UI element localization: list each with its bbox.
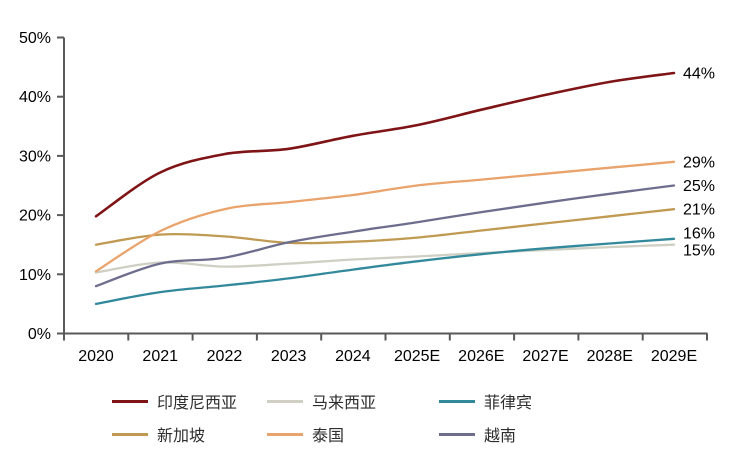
x-axis-label: 2022 bbox=[207, 348, 243, 365]
series-line-philippines bbox=[94, 237, 676, 306]
legend-item-thailand: 泰国 bbox=[267, 423, 439, 445]
y-axis-label: 40% bbox=[19, 89, 51, 106]
x-axis-label: 2025E bbox=[394, 348, 440, 365]
series-end-label-singapore: 21% bbox=[683, 202, 715, 219]
legend-item-singapore: 新加坡 bbox=[112, 423, 267, 445]
legend-label-thailand: 泰国 bbox=[312, 428, 345, 445]
series-end-label-philippines: 16% bbox=[683, 226, 715, 243]
y-axis-label: 20% bbox=[19, 208, 51, 225]
legend-item-malaysia: 马来西亚 bbox=[267, 390, 439, 412]
series-line-indonesia bbox=[94, 71, 676, 218]
x-axis-label: 2023 bbox=[271, 348, 307, 365]
x-axis-label: 2029E bbox=[651, 348, 697, 365]
series-line-malaysia bbox=[94, 243, 676, 274]
y-axis-label: 50% bbox=[19, 30, 51, 47]
series-line-vietnam bbox=[94, 184, 676, 288]
line-chart: 0% 10% 20% 30% 40% 50% 2020 2021 2022 2023 2024 202… bbox=[19, 30, 715, 365]
series-end-label-malaysia: 15% bbox=[683, 243, 715, 260]
y-axis-label: 30% bbox=[19, 148, 51, 165]
series-line-singapore bbox=[94, 208, 676, 246]
series-end-label-indonesia: 44% bbox=[683, 66, 715, 83]
legend-item-indonesia: 印度尼西亚 bbox=[112, 390, 267, 412]
legend-label-philippines: 菲律宾 bbox=[484, 395, 533, 412]
legend-swatch-thailand bbox=[267, 432, 303, 436]
legend-item-philippines: 菲律宾 bbox=[439, 390, 589, 412]
x-axis-label: 2024 bbox=[335, 348, 371, 365]
legend-swatch-philippines bbox=[439, 399, 475, 403]
legend-swatch-indonesia bbox=[112, 399, 148, 403]
legend-label-indonesia: 印度尼西亚 bbox=[157, 395, 238, 412]
x-axis-label: 2026E bbox=[458, 348, 504, 365]
legend-swatch-singapore bbox=[112, 432, 148, 436]
y-axis-label: 0% bbox=[28, 326, 51, 343]
x-axis-label: 2027E bbox=[522, 348, 568, 365]
x-axis-label: 2021 bbox=[142, 348, 178, 365]
legend-swatch-malaysia bbox=[267, 399, 303, 403]
x-axis-label: 2020 bbox=[78, 348, 114, 365]
legend-swatch-vietnam bbox=[439, 432, 475, 436]
y-axis-label: 10% bbox=[19, 267, 51, 284]
x-axis-label: 2028E bbox=[587, 348, 633, 365]
series-end-label-thailand: 29% bbox=[683, 154, 715, 171]
chart-legend: 印度尼西亚 马来西亚 菲律宾新加坡 泰国 越南 bbox=[112, 390, 589, 445]
legend-label-vietnam: 越南 bbox=[484, 428, 517, 445]
legend-item-vietnam: 越南 bbox=[439, 423, 589, 445]
legend-label-malaysia: 马来西亚 bbox=[312, 395, 377, 412]
series-line-thailand bbox=[94, 160, 676, 273]
series-end-label-vietnam: 25% bbox=[683, 178, 715, 195]
legend-label-singapore: 新加坡 bbox=[157, 428, 206, 445]
